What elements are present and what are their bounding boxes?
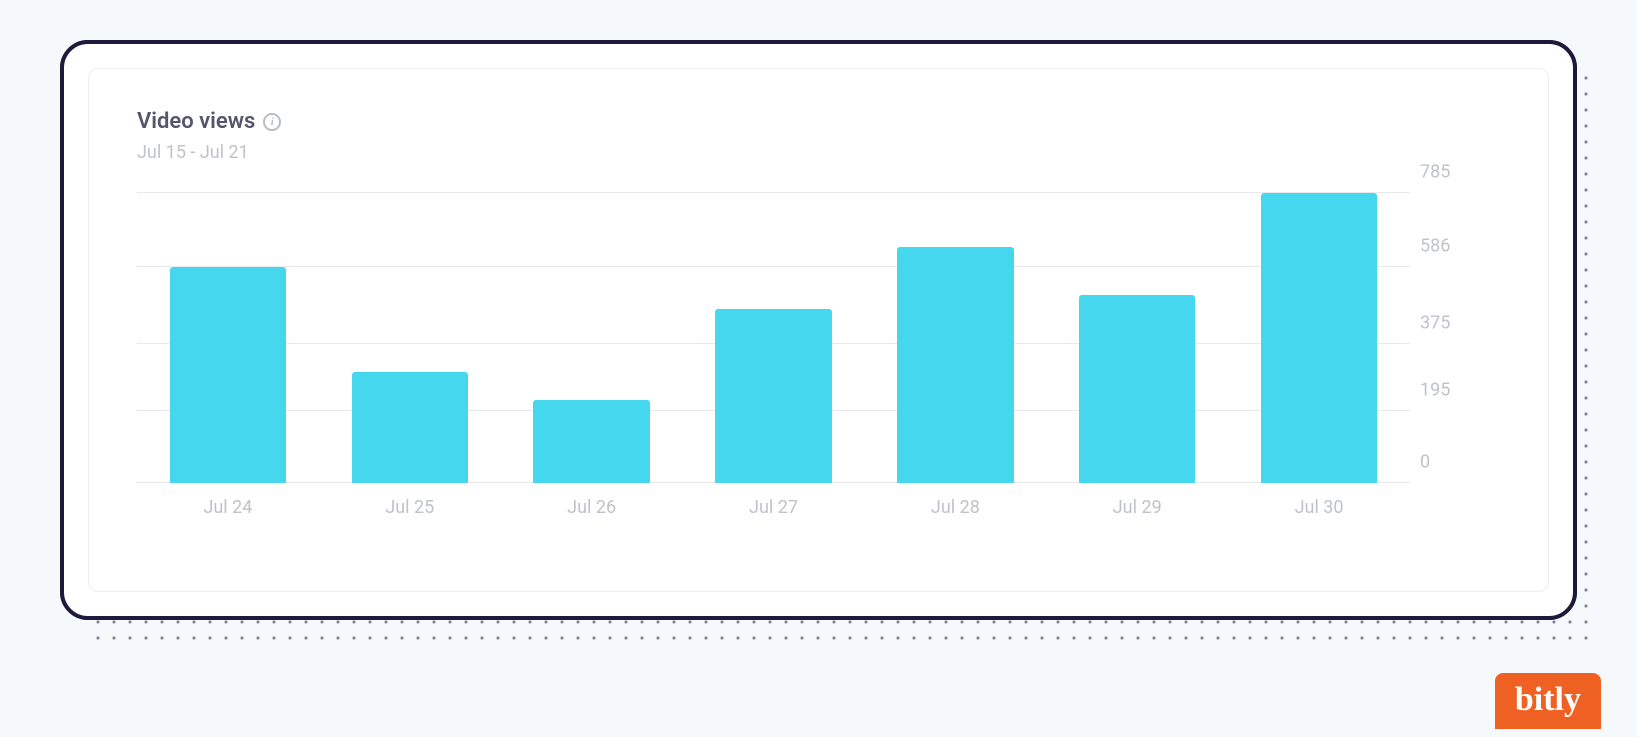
brand-badge: bitly: [1495, 673, 1601, 729]
bar-slot: [501, 193, 683, 483]
xtick-label: Jul 25: [319, 483, 501, 533]
info-icon[interactable]: i: [263, 113, 281, 131]
bar-slot: [137, 193, 319, 483]
bar-slot: [1228, 193, 1410, 483]
ytick-label: 375: [1420, 313, 1500, 334]
bar[interactable]: [533, 400, 649, 483]
bar-slot: [864, 193, 1046, 483]
xtick-label: Jul 28: [864, 483, 1046, 533]
brand-label: bitly: [1515, 681, 1581, 718]
ytick-label: 586: [1420, 235, 1500, 256]
card-header: Video views i Jul 15 - Jul 21: [137, 109, 1500, 163]
ytick-label: 195: [1420, 379, 1500, 400]
xtick-label: Jul 29: [1046, 483, 1228, 533]
chart-bars: [137, 193, 1410, 483]
ytick-label: 0: [1420, 452, 1500, 473]
chart-xaxis: Jul 24Jul 25Jul 26Jul 27Jul 28Jul 29Jul …: [137, 483, 1410, 533]
xtick-label: Jul 27: [683, 483, 865, 533]
chart-frame: Video views i Jul 15 - Jul 21 0 195 375 586…: [60, 40, 1577, 620]
bar[interactable]: [1079, 295, 1195, 483]
bar[interactable]: [715, 309, 831, 483]
ytick-label: 785: [1420, 162, 1500, 183]
card-title: Video views: [137, 109, 255, 134]
card-subtitle: Jul 15 - Jul 21: [137, 142, 1500, 163]
analytics-card: Video views i Jul 15 - Jul 21 0 195 375 586…: [88, 68, 1549, 592]
chart-yticks: 0195375586785: [1420, 193, 1500, 533]
xtick-label: Jul 24: [137, 483, 319, 533]
xtick-label: Jul 26: [501, 483, 683, 533]
chart-plot-area: [137, 193, 1410, 483]
bar[interactable]: [897, 247, 1013, 483]
title-row: Video views i: [137, 109, 1500, 134]
bar-slot: [1046, 193, 1228, 483]
bar-slot: [319, 193, 501, 483]
bar[interactable]: [1261, 193, 1377, 483]
bar[interactable]: [352, 372, 468, 483]
bar[interactable]: [170, 267, 286, 483]
bar-slot: [683, 193, 865, 483]
bar-chart: 0195375586785 Jul 24Jul 25Jul 26Jul 27Ju…: [137, 193, 1500, 533]
xtick-label: Jul 30: [1228, 483, 1410, 533]
